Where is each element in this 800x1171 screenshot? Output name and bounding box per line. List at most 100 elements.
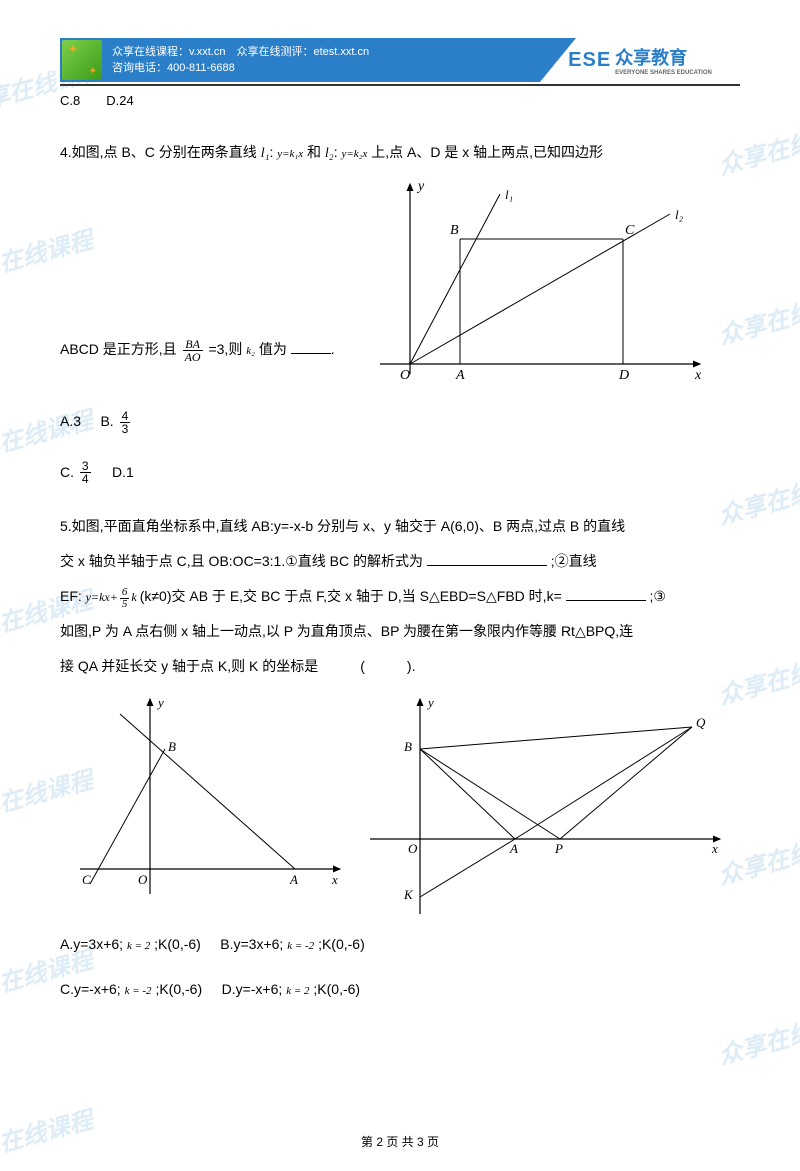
- header-line1: 众享在线课程：v.xxt.cn 众享在线测评：etest.xxt.cn: [112, 44, 369, 61]
- question-5: 5.如图,平面直角坐标系中,直线 AB:y=-x-b 分别与 x、y 轴交于 A…: [60, 511, 740, 1005]
- svg-text:D: D: [618, 368, 629, 383]
- svg-text:P: P: [554, 841, 563, 856]
- q4-optB-pre: B.: [100, 413, 113, 429]
- q5-optC-k: k = -2: [125, 985, 152, 997]
- q4-optC-pre: C.: [60, 464, 74, 480]
- q4-text-after: 上,点 A、D 是 x 轴上两点,已知四边形: [371, 144, 603, 160]
- svg-text:y: y: [426, 695, 434, 710]
- svg-text:Q: Q: [696, 715, 706, 730]
- svg-text:l₂: l₂: [675, 207, 684, 222]
- svg-text:C: C: [625, 223, 635, 238]
- header-brand: ESE 众享教育 EVERYONE SHARES EDUCATION: [540, 38, 740, 82]
- q5-optA-end: ;K(0,-6): [154, 936, 201, 952]
- q5-optB: B.y=3x+6;: [220, 936, 283, 952]
- svg-text:y: y: [416, 179, 425, 194]
- q4-optB-frac: 4 3: [120, 410, 131, 435]
- q4-options-row2: C. 3 4 D.1: [60, 457, 740, 488]
- brand-cn: 众享教育: [615, 48, 687, 68]
- q4-optA: A.3: [60, 413, 81, 429]
- q5-options-row2: C.y=-x+6; k = -2 ;K(0,-6) D.y=-x+6; k = …: [60, 974, 740, 1005]
- svg-text:B: B: [450, 223, 459, 238]
- q4-figure: O x y l₁ l₂ B C A D: [340, 174, 720, 394]
- q5-optD-end: ;K(0,-6): [313, 981, 360, 997]
- svg-text:C: C: [82, 872, 91, 887]
- q4-optC-frac: 3 4: [80, 460, 91, 485]
- svg-text:B: B: [404, 739, 412, 754]
- brand-sub: EVERYONE SHARES EDUCATION: [615, 70, 712, 76]
- header-line2: 咨询电话：400-811-6688: [112, 60, 369, 77]
- header-banner: 众享在线课程：v.xxt.cn 众享在线测评：etest.xxt.cn 咨询电话…: [60, 38, 740, 82]
- q5-optC-end: ;K(0,-6): [155, 981, 202, 997]
- svg-text:A: A: [509, 841, 518, 856]
- q4-fraction: BA AO: [183, 338, 203, 363]
- question-4: 4.如图,点 B、C 分别在两条直线 l₁: y=k₁x 和 l₂: y=k₂x…: [60, 137, 740, 487]
- q5-options-row1: A.y=3x+6; k = 2 ;K(0,-6) B.y=3x+6; k = -…: [60, 929, 740, 960]
- q5-blank2: [566, 587, 646, 601]
- q5-figure-left: O x y B A C: [60, 689, 350, 909]
- q5-optB-end: ;K(0,-6): [318, 936, 365, 952]
- q5-l2b: ;②直线: [551, 553, 597, 569]
- q3-options: C.8 D.24: [60, 90, 740, 109]
- q4-and: 和: [307, 144, 321, 160]
- svg-text:x: x: [331, 872, 338, 887]
- q5-optB-k: k = -2: [287, 940, 314, 952]
- svg-text:A: A: [455, 368, 465, 383]
- q5-efeq1: y=kx+: [86, 590, 118, 604]
- svg-text:O: O: [138, 872, 148, 887]
- q4-frac-bot: AO: [183, 351, 203, 363]
- q4-stem: 4.如图,点 B、C 分别在两条直线 l₁: y=k₁x 和 l₂: y=k₂x…: [60, 137, 740, 170]
- q4-bt2: =3,则: [208, 341, 242, 357]
- q4-k2: k₂: [246, 345, 255, 357]
- q4-optC-den: 4: [80, 473, 91, 485]
- header-separator: [60, 84, 740, 86]
- q5-efn: 6: [120, 587, 130, 599]
- q4-blank: [291, 340, 331, 354]
- q4-optD: D.1: [112, 464, 134, 480]
- q5-line4: 如图,P 为 A 点右侧 x 轴上一动点,以 P 为直角顶点、BP 为腰在第一象…: [60, 616, 740, 647]
- brand-ese: ESE: [568, 49, 611, 71]
- q5-l2a: 交 x 轴负半轴于点 C,且 OB:OC=3:1.①直线 BC 的解析式为: [60, 553, 423, 569]
- q5-line1: 5.如图,平面直角坐标系中,直线 AB:y=-x-b 分别与 x、y 轴交于 A…: [60, 511, 740, 542]
- q4-optB-den: 3: [120, 423, 131, 435]
- q5-l3end: ;③: [650, 588, 666, 604]
- q5-ef-eq: y=kx+65k: [86, 590, 140, 604]
- q5-line5: 接 QA 并延长交 y 轴于点 K,则 K 的坐标是 ( ).: [60, 651, 740, 682]
- q4-options-row1: A.3 B. 4 3: [60, 406, 740, 437]
- q4-bottom-line: ABCD 是正方形,且 BA AO =3,则 k₂ 值为 .: [60, 334, 340, 365]
- q4-l1-eq: y=k₁x: [277, 148, 303, 160]
- q5-optD-k: k = 2: [286, 985, 309, 997]
- q4-bt3: 值为: [259, 341, 287, 357]
- q5-optA: A.y=3x+6;: [60, 936, 123, 952]
- q4-optB-num: 4: [120, 410, 131, 423]
- q4-text-before: 4.如图,点 B、C 分别在两条直线: [60, 144, 257, 160]
- svg-text:K: K: [403, 887, 414, 902]
- q4-bt1: ABCD 是正方形,且: [60, 341, 177, 357]
- watermark: 众享在线课程: [714, 1000, 800, 1071]
- q4-l1: l₁: [261, 146, 270, 161]
- page-footer: 第 2 页 共 3 页: [0, 1133, 800, 1150]
- q5-optD: D.y=-x+6;: [222, 981, 283, 997]
- q5-l3mid: (k≠0)交 AB 于 E,交 BC 于点 F,交 x 轴于 D,当 S△EBD…: [140, 588, 562, 604]
- q5-optC: C.y=-x+6;: [60, 981, 121, 997]
- header-text: 众享在线课程：v.xxt.cn 众享在线测评：etest.xxt.cn 咨询电话…: [112, 44, 369, 77]
- svg-text:x: x: [711, 841, 718, 856]
- q5-efeq2: k: [131, 590, 136, 604]
- q5-blank1: [427, 552, 547, 566]
- header-logo-box: [62, 40, 102, 80]
- svg-text:x: x: [694, 368, 702, 383]
- svg-text:O: O: [408, 841, 418, 856]
- q5-efd: 5: [120, 599, 130, 610]
- q5-figure-right: O x y B A P Q K: [360, 689, 730, 919]
- q4-l2-eq: y=k₂x: [341, 148, 367, 160]
- svg-text:y: y: [156, 695, 164, 710]
- q4-frac-top: BA: [183, 338, 203, 351]
- svg-text:A: A: [289, 872, 298, 887]
- svg-text:l₁: l₁: [505, 187, 513, 202]
- q5-line3: EF: y=kx+65k (k≠0)交 AB 于 E,交 BC 于点 F,交 x…: [60, 581, 740, 612]
- svg-text:O: O: [400, 368, 410, 383]
- q5-line2: 交 x 轴负半轴于点 C,且 OB:OC=3:1.①直线 BC 的解析式为 ;②…: [60, 546, 740, 577]
- q4-l2: l₂: [325, 146, 334, 161]
- q5-l3pre: EF:: [60, 588, 82, 604]
- svg-text:B: B: [168, 739, 176, 754]
- q5-optA-k: k = 2: [127, 940, 150, 952]
